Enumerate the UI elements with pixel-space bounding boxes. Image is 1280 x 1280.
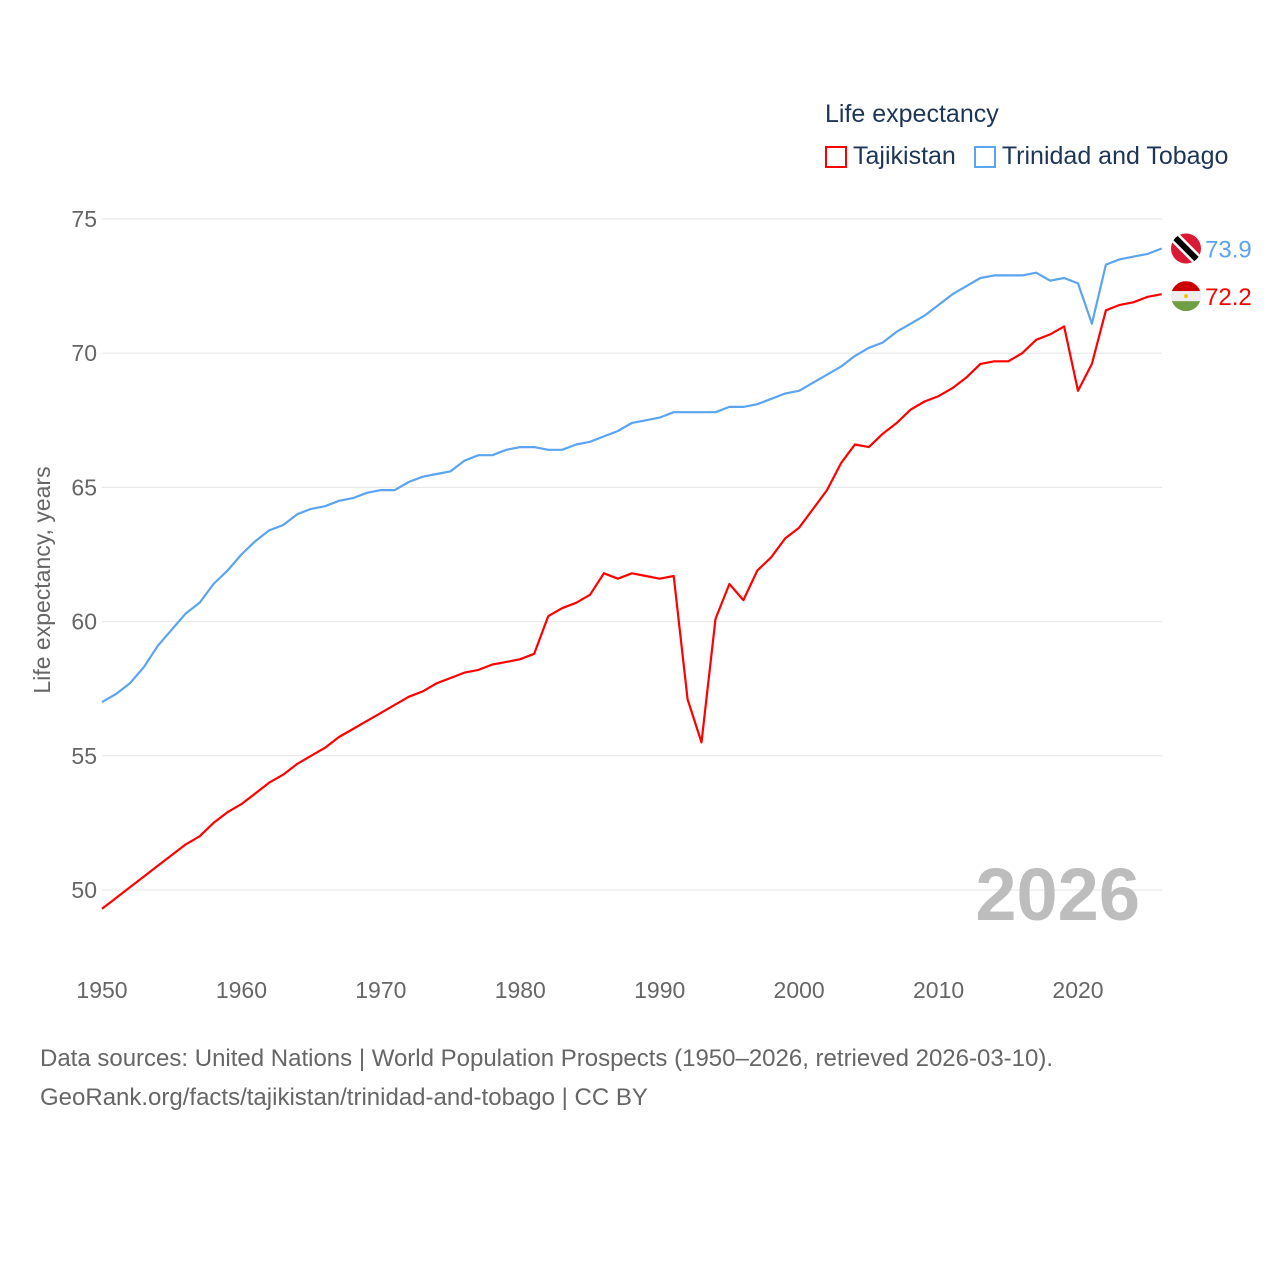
tajikistan-flag-icon bbox=[1171, 281, 1201, 292]
y-tick-label: 50 bbox=[71, 877, 97, 903]
flag-crown bbox=[1184, 294, 1188, 299]
legend-item-tajikistan[interactable]: Tajikistan bbox=[825, 142, 956, 171]
legend-swatch bbox=[973, 145, 996, 168]
source-url[interactable]: GeoRank.org/facts/tajikistan/trinidad-an… bbox=[40, 1084, 648, 1111]
legend: Tajikistan Trinidad and Tobago bbox=[825, 142, 1246, 171]
end-value-label: 72.2 bbox=[1205, 284, 1252, 311]
flag-stripe bbox=[1171, 301, 1201, 312]
legend-swatch bbox=[825, 145, 847, 168]
x-tick-label: 2000 bbox=[774, 977, 825, 1003]
x-tick-label: 2020 bbox=[1052, 977, 1103, 1003]
year-watermark: 2026 bbox=[975, 853, 1140, 936]
series-line-tajikistan bbox=[101, 293, 1162, 910]
legend-item-trinidad[interactable]: Trinidad and Tobago bbox=[973, 142, 1229, 171]
x-tick-label: 1990 bbox=[634, 977, 685, 1003]
x-tick-label: 1980 bbox=[495, 977, 546, 1003]
x-tick-label: 1970 bbox=[355, 977, 406, 1003]
y-axis-label: Life expectancy, years bbox=[29, 466, 55, 693]
legend-title: Life expectancy bbox=[825, 100, 999, 128]
x-tick-label: 1950 bbox=[76, 977, 127, 1003]
y-tick-label: 75 bbox=[71, 206, 97, 232]
x-tick-label: 2010 bbox=[913, 977, 964, 1003]
x-tick-label: 1960 bbox=[216, 977, 267, 1003]
flag-stripe bbox=[1171, 233, 1201, 264]
y-tick-label: 65 bbox=[71, 474, 97, 500]
y-tick-label: 70 bbox=[71, 340, 97, 366]
series-line-trinidad bbox=[101, 247, 1163, 704]
y-tick-label: 60 bbox=[71, 609, 97, 635]
source-note: Data sources: United Nations | World Pop… bbox=[40, 1045, 1054, 1072]
legend-label: Tajikistan bbox=[853, 142, 956, 170]
y-tick-label: 55 bbox=[71, 743, 97, 769]
end-value-label: 73.9 bbox=[1205, 237, 1252, 264]
legend-label: Trinidad and Tobago bbox=[1001, 142, 1229, 170]
